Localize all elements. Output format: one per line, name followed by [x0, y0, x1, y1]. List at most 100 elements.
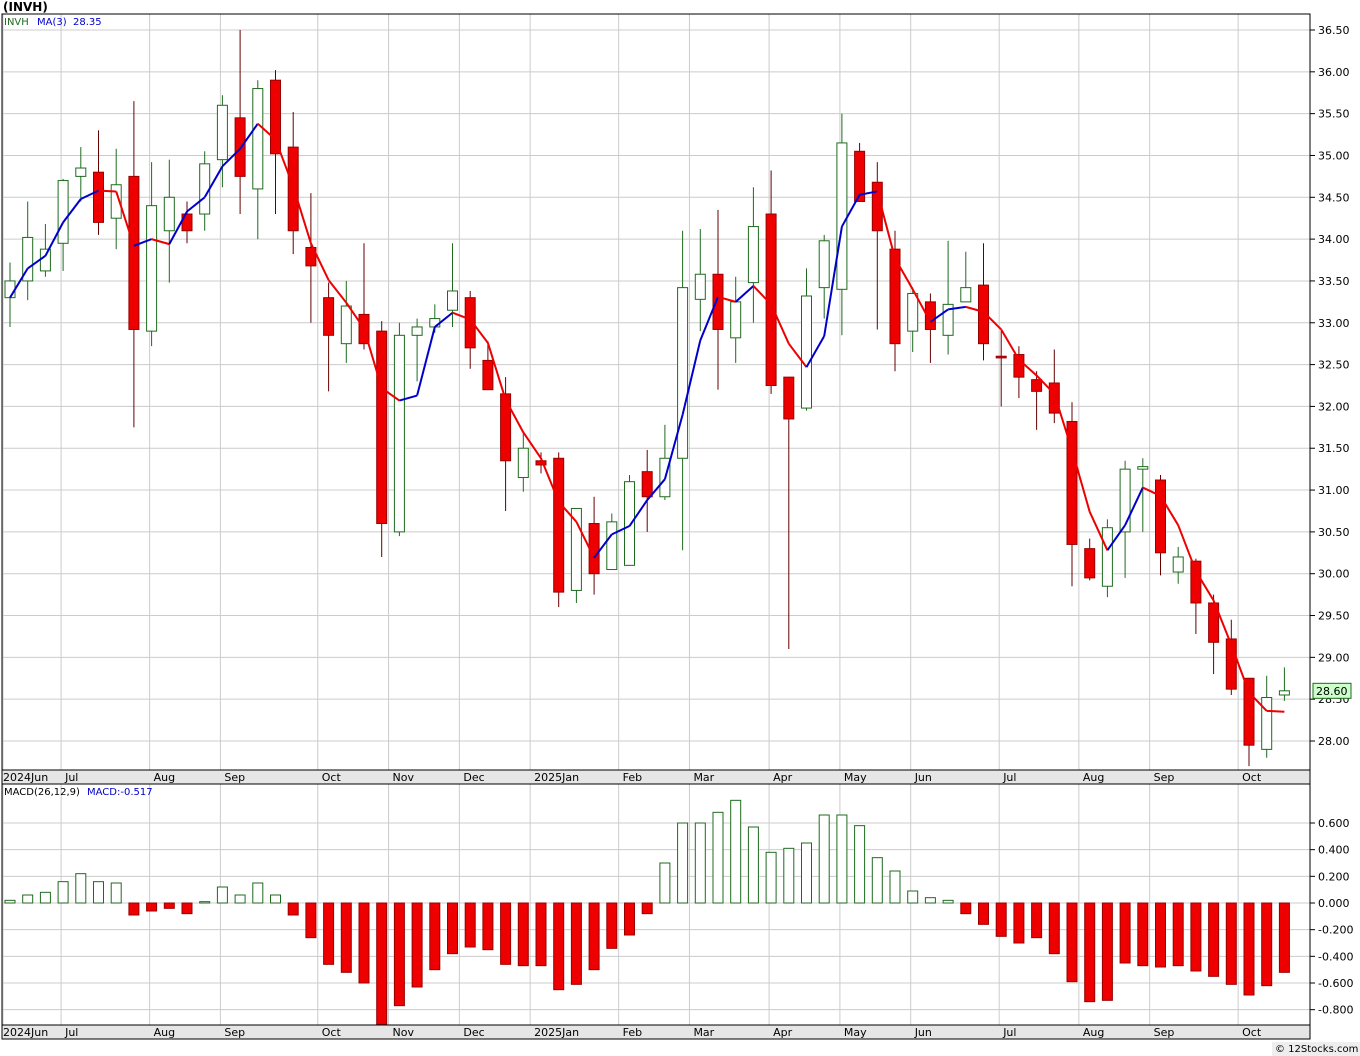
macd-y-tick-label: 0.600	[1318, 817, 1350, 830]
macd-bar	[429, 902, 441, 971]
macd-bar	[128, 902, 140, 916]
macd-bar	[163, 902, 175, 909]
ma-segment	[274, 139, 295, 187]
ma-segment	[1124, 487, 1144, 526]
price-x-axis: 2024Jun Jul Aug Sep Oct Nov Dec 2025Jan Feb Mar Ap…	[3, 771, 1262, 784]
macd-bar	[464, 902, 476, 948]
x-axis-label: Sep	[1154, 771, 1175, 784]
macd-bar	[393, 902, 405, 1007]
candle-body	[1066, 420, 1078, 545]
macd-bar	[376, 902, 388, 1025]
candle-body	[447, 290, 458, 311]
x-axis-label: Mar	[693, 1026, 714, 1039]
candle-body	[889, 248, 901, 345]
price-x-axis-bar	[1, 769, 1311, 785]
ma-legend-label: MA(3)	[37, 17, 67, 28]
ma-segment	[611, 525, 630, 536]
ma-segment	[929, 308, 949, 323]
candle-body	[252, 88, 264, 190]
macd-bar	[995, 902, 1007, 937]
macd-bar	[942, 899, 954, 904]
candle-body	[216, 104, 228, 161]
candlestick-series	[4, 30, 1290, 767]
candle-body	[694, 273, 706, 300]
candle-body	[305, 246, 317, 267]
price-y-tick-label: 30.50	[1318, 526, 1350, 539]
price-y-tick-label: 36.50	[1318, 24, 1350, 37]
macd-bar	[411, 902, 423, 988]
macd-y-tick-label: 0.000	[1318, 897, 1350, 910]
macd-bar	[1155, 902, 1166, 968]
ma-segment	[381, 387, 400, 402]
x-axis-label: Feb	[623, 771, 642, 784]
candle-body	[270, 79, 281, 155]
ma-segment	[221, 148, 241, 168]
candle-body	[128, 175, 140, 330]
macd-bar	[340, 902, 352, 973]
x-axis-label: Apr	[773, 1026, 793, 1039]
ma-segment	[1248, 691, 1268, 712]
ma-segment	[345, 302, 365, 330]
macd-bar	[871, 857, 883, 904]
candle-body	[712, 273, 724, 330]
x-axis-label: May	[844, 771, 867, 784]
ma-segment	[257, 122, 277, 141]
candle-body	[783, 376, 795, 420]
x-axis-label: Nov	[393, 771, 415, 784]
macd-bar	[1208, 902, 1220, 977]
macd-bar	[1066, 902, 1078, 983]
x-axis-label: Aug	[1083, 771, 1104, 784]
macd-bar	[818, 814, 830, 904]
last-price-box	[1312, 682, 1352, 699]
candle-body	[500, 393, 512, 462]
ma-segment	[911, 288, 932, 323]
candle-body	[730, 301, 742, 339]
candle-body	[1225, 638, 1237, 690]
ma-segment	[805, 335, 826, 368]
ma-segment	[416, 326, 436, 396]
candle-body	[641, 471, 653, 498]
macd-bar	[694, 822, 706, 904]
macd-bar	[606, 902, 618, 949]
ma-segment	[1195, 570, 1215, 601]
ma-segment	[203, 165, 224, 198]
macd-bar	[641, 902, 653, 915]
ma-segment	[823, 226, 843, 337]
candle-body	[1137, 466, 1149, 470]
x-axis-label: Dec	[463, 1026, 484, 1039]
macd-x-axis: 2024Jun Jul Aug Sep Oct Nov Dec 2025Jan Feb Mar Ap…	[3, 1026, 1262, 1039]
macd-bar	[907, 890, 919, 904]
ma-segment	[1106, 524, 1126, 551]
macd-bar	[216, 886, 228, 904]
price-y-tick-label: 35.50	[1318, 108, 1350, 121]
ma-segment	[292, 186, 312, 244]
candle-body	[1101, 527, 1113, 587]
price-y-tick-label: 32.00	[1318, 400, 1350, 413]
macd-bar	[1278, 902, 1290, 973]
candle-body	[146, 205, 158, 332]
candle-body	[1155, 479, 1166, 554]
candle-body	[1048, 382, 1060, 414]
macd-y-tick-label: -0.800	[1318, 1004, 1353, 1017]
x-axis-label: Jul	[1002, 771, 1016, 784]
ma-segment	[168, 211, 188, 245]
ma-segment	[80, 189, 99, 200]
macd-bar	[801, 842, 812, 904]
candle-body	[1031, 379, 1043, 392]
credit-text: © 12Stocks.com	[1275, 1044, 1358, 1055]
ma-segment	[309, 242, 330, 281]
x-axis-label: Sep	[1154, 1026, 1175, 1039]
ma-segment	[1142, 486, 1161, 497]
macd-bar	[146, 902, 158, 912]
ma-segment	[504, 399, 525, 433]
ma-segment	[894, 257, 914, 290]
candle-body	[376, 330, 388, 525]
macd-bar	[39, 891, 51, 904]
ma-segment	[1000, 328, 1020, 361]
candle-body	[110, 184, 122, 219]
price-legend-symbol: INVH	[4, 17, 29, 28]
candle-body	[907, 292, 919, 332]
ma-segment	[327, 279, 348, 304]
ma-segment	[44, 221, 64, 257]
price-y-tick-label: 30.00	[1318, 568, 1350, 581]
